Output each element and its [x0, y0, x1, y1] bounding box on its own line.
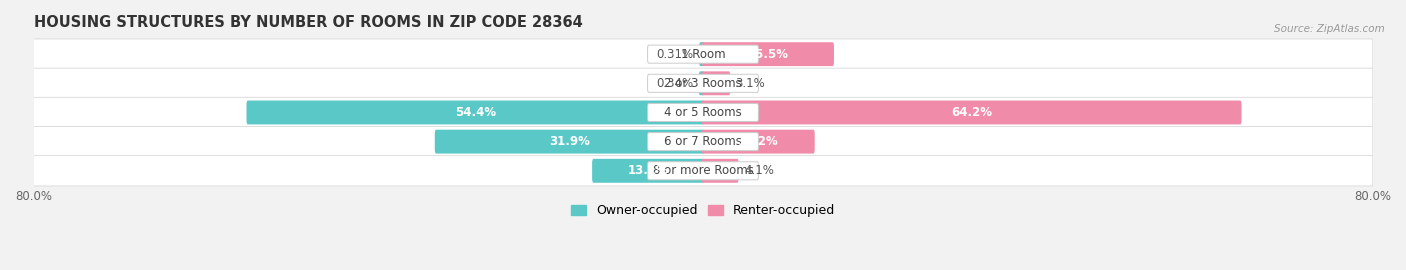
FancyBboxPatch shape: [702, 130, 814, 154]
Text: 6 or 7 Rooms: 6 or 7 Rooms: [664, 135, 742, 148]
FancyBboxPatch shape: [648, 133, 758, 151]
FancyBboxPatch shape: [702, 100, 1241, 124]
FancyBboxPatch shape: [34, 126, 1372, 157]
FancyBboxPatch shape: [648, 74, 758, 92]
Legend: Owner-occupied, Renter-occupied: Owner-occupied, Renter-occupied: [567, 199, 839, 222]
FancyBboxPatch shape: [34, 97, 1372, 128]
FancyBboxPatch shape: [702, 42, 834, 66]
FancyBboxPatch shape: [34, 39, 1372, 69]
Text: 4.1%: 4.1%: [744, 164, 773, 177]
FancyBboxPatch shape: [434, 130, 704, 154]
Text: 4 or 5 Rooms: 4 or 5 Rooms: [664, 106, 742, 119]
Text: 8 or more Rooms: 8 or more Rooms: [652, 164, 754, 177]
Text: 54.4%: 54.4%: [454, 106, 496, 119]
Text: HOUSING STRUCTURES BY NUMBER OF ROOMS IN ZIP CODE 28364: HOUSING STRUCTURES BY NUMBER OF ROOMS IN…: [34, 15, 582, 30]
FancyBboxPatch shape: [648, 162, 758, 180]
FancyBboxPatch shape: [699, 71, 704, 95]
Text: 13.2%: 13.2%: [738, 135, 779, 148]
FancyBboxPatch shape: [648, 103, 758, 122]
FancyBboxPatch shape: [702, 159, 738, 183]
Text: 13.1%: 13.1%: [628, 164, 669, 177]
Text: 15.5%: 15.5%: [748, 48, 789, 61]
Text: 2 or 3 Rooms: 2 or 3 Rooms: [664, 77, 742, 90]
FancyBboxPatch shape: [702, 71, 730, 95]
Text: 1 Room: 1 Room: [681, 48, 725, 61]
Text: 31.9%: 31.9%: [550, 135, 591, 148]
FancyBboxPatch shape: [592, 159, 704, 183]
Text: 0.31%: 0.31%: [657, 48, 693, 61]
FancyBboxPatch shape: [648, 45, 758, 63]
Text: 0.34%: 0.34%: [657, 77, 693, 90]
FancyBboxPatch shape: [34, 156, 1372, 186]
Text: 3.1%: 3.1%: [735, 77, 765, 90]
FancyBboxPatch shape: [246, 100, 704, 124]
Text: 64.2%: 64.2%: [950, 106, 993, 119]
FancyBboxPatch shape: [699, 42, 704, 66]
FancyBboxPatch shape: [34, 68, 1372, 99]
Text: Source: ZipAtlas.com: Source: ZipAtlas.com: [1274, 24, 1385, 34]
